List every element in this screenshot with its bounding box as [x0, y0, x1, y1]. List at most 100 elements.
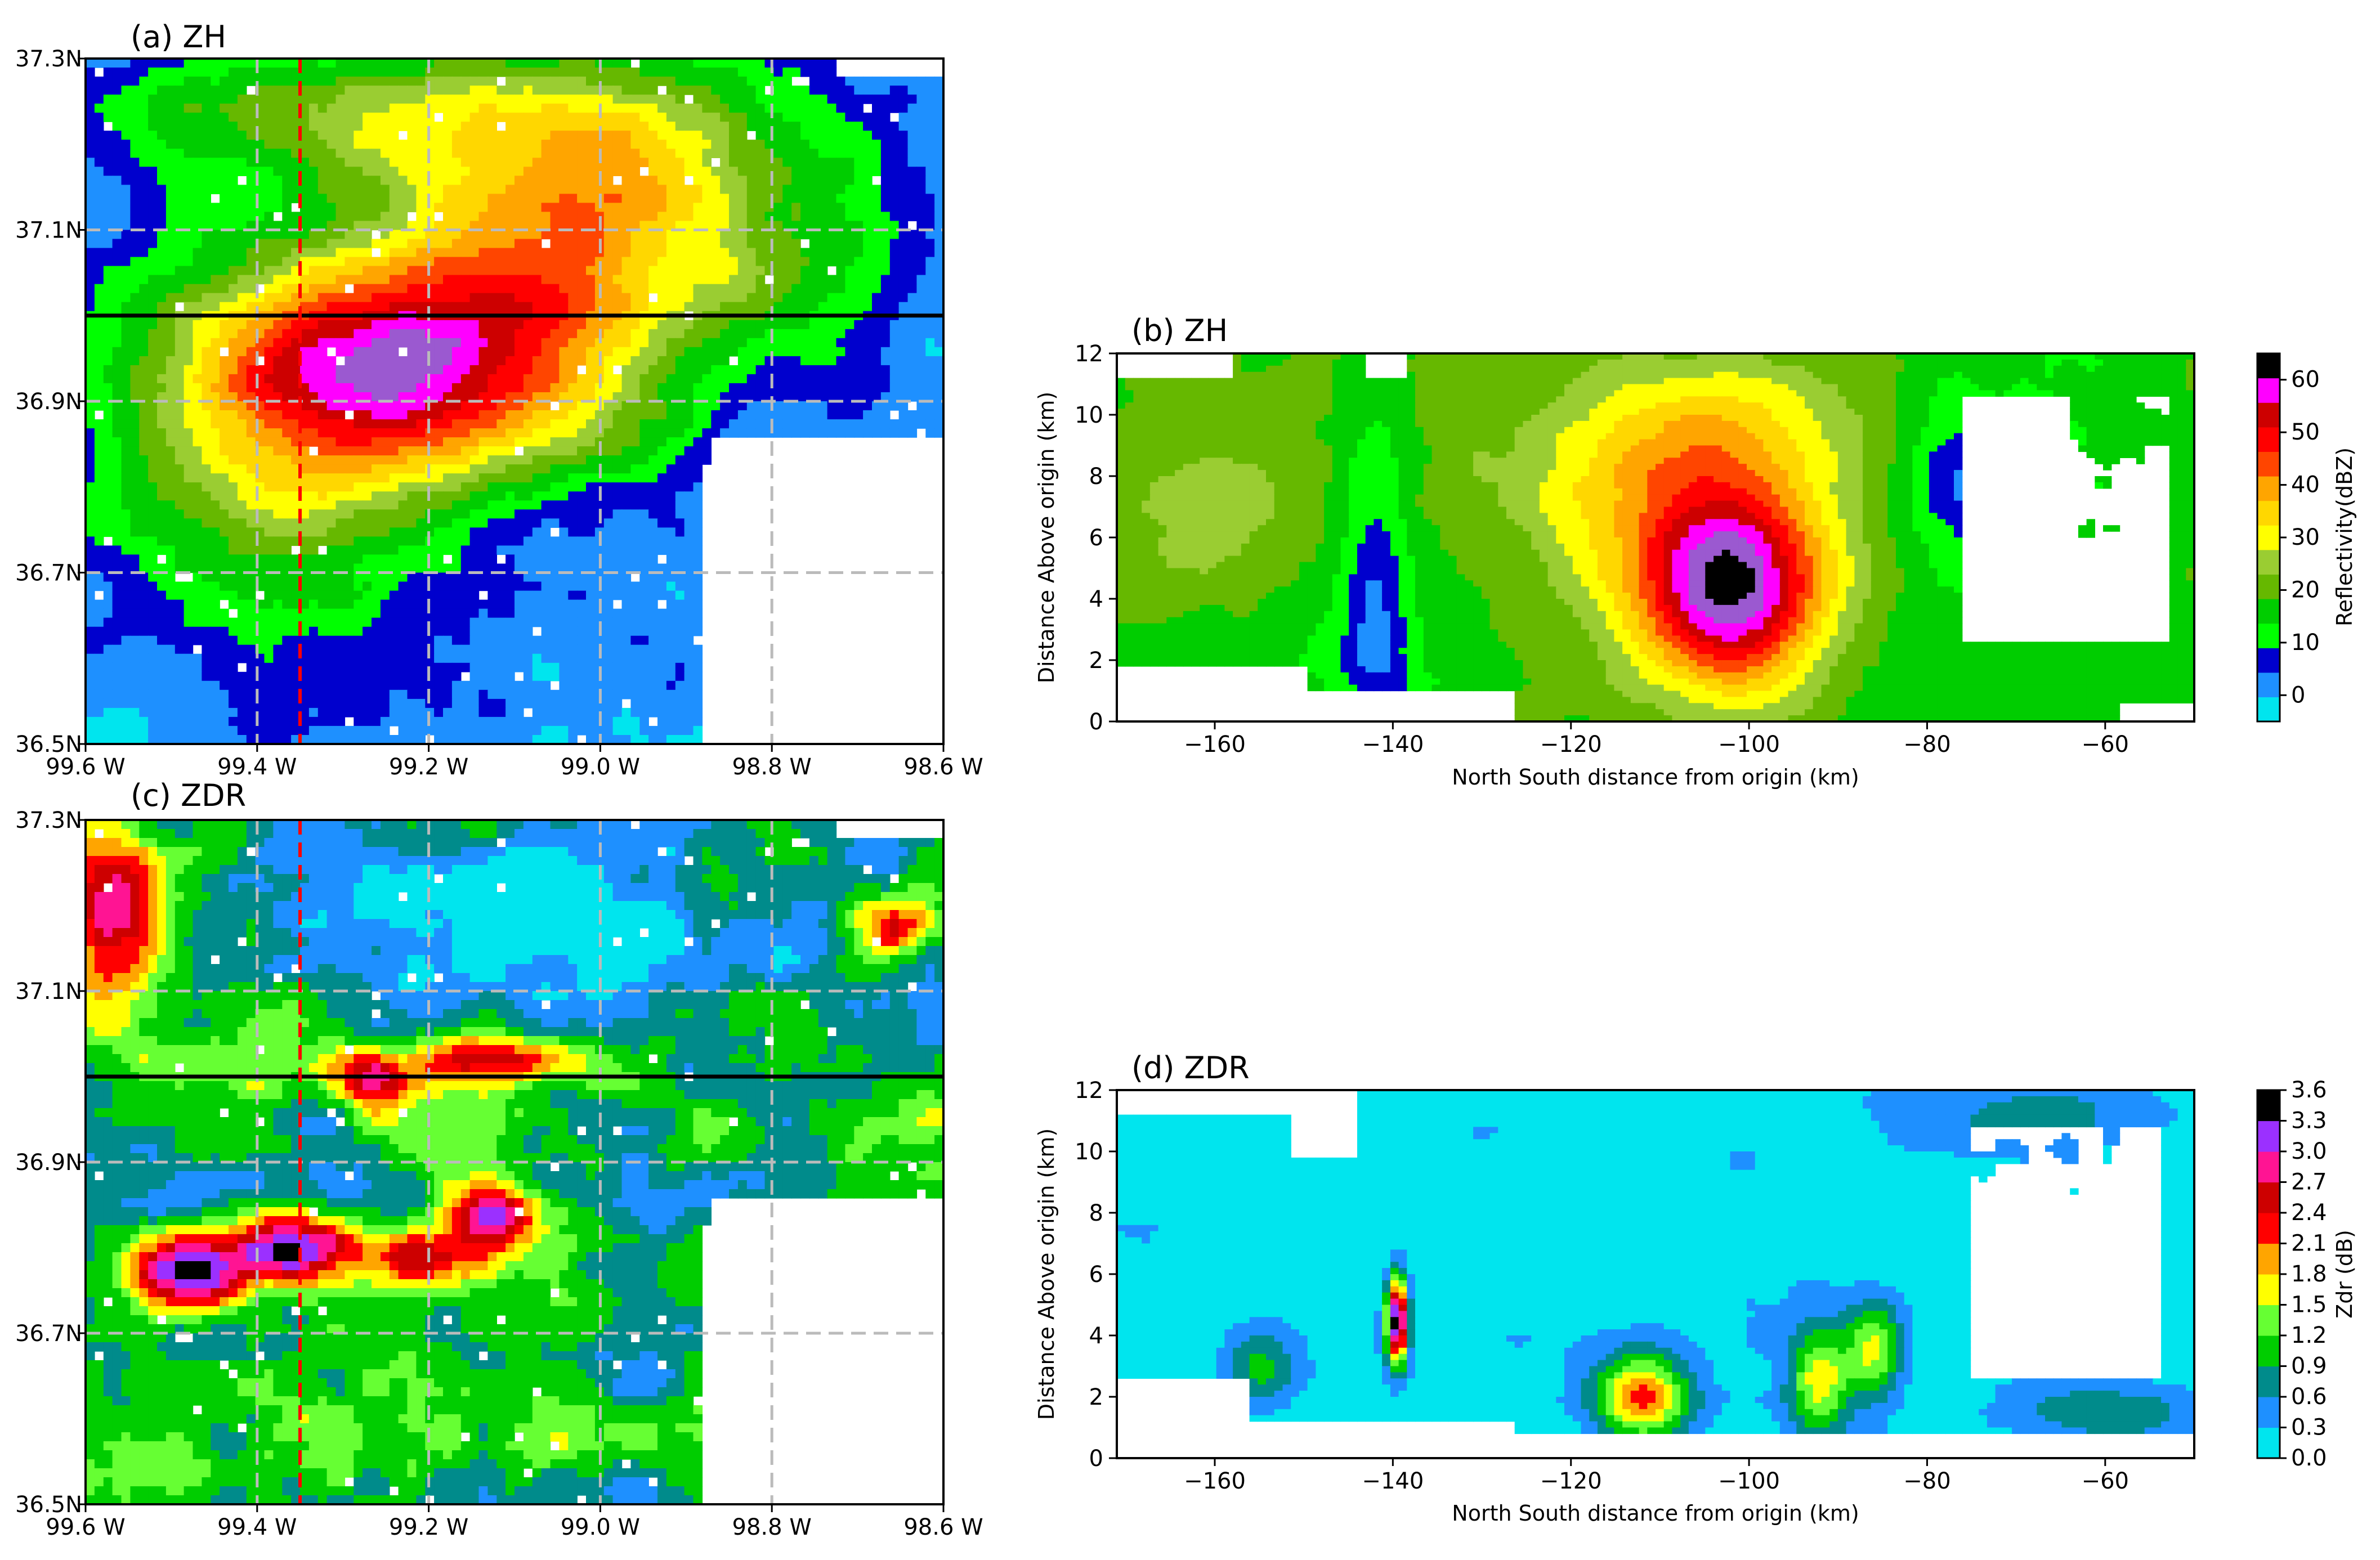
field-cell — [515, 230, 524, 240]
field-cell — [505, 59, 515, 68]
field-cell — [541, 383, 551, 393]
field-cell — [165, 500, 176, 510]
field-cell — [175, 401, 185, 411]
field-cell — [916, 383, 926, 393]
field-cell — [300, 464, 310, 474]
field-cell — [603, 185, 614, 195]
field-cell — [907, 185, 918, 195]
field-cell — [255, 230, 265, 240]
field-cell — [702, 374, 712, 384]
field-cell — [702, 302, 712, 312]
field-cell — [916, 284, 926, 294]
field-cell — [505, 230, 515, 240]
field-cell — [291, 536, 301, 546]
field-cell — [478, 266, 489, 276]
field-cell — [202, 203, 211, 213]
field-cell — [568, 383, 578, 393]
field-cell — [175, 563, 185, 573]
field-cell — [559, 428, 569, 438]
field-cell — [532, 500, 542, 510]
field-cell — [487, 446, 497, 456]
field-cell — [515, 437, 524, 447]
field-cell — [398, 149, 408, 158]
field-cell — [478, 419, 489, 429]
field-cell — [693, 383, 703, 393]
field-cell — [202, 392, 211, 402]
field-cell — [532, 410, 542, 420]
field-cell — [711, 302, 721, 312]
field-cell — [193, 194, 203, 204]
field-cell — [818, 257, 828, 267]
field-cell — [621, 194, 632, 204]
field-cell — [880, 284, 891, 294]
field-cell — [389, 563, 399, 573]
field-cell — [872, 374, 882, 384]
field-cell — [469, 95, 480, 104]
field-cell — [693, 545, 703, 555]
field-cell — [541, 68, 551, 77]
field-cell — [300, 383, 310, 393]
field-cell — [603, 428, 614, 438]
field-cell — [345, 428, 354, 438]
field-cell — [702, 446, 712, 456]
field-cell — [487, 302, 497, 312]
field-cell — [86, 554, 95, 564]
field-cell — [363, 167, 372, 176]
field-cell — [612, 95, 623, 104]
field-cell — [934, 266, 944, 276]
field-cell — [354, 230, 363, 240]
field-cell — [443, 203, 453, 213]
field-cell — [273, 437, 283, 447]
field-cell — [229, 293, 238, 303]
field-cell — [836, 185, 846, 195]
field-cell — [720, 203, 730, 213]
field-cell — [586, 482, 596, 492]
field-cell — [300, 86, 310, 95]
field-cell — [434, 482, 444, 492]
field-cell — [541, 131, 551, 140]
field-cell — [684, 563, 694, 573]
field-cell — [907, 302, 918, 312]
field-cell — [675, 446, 685, 456]
field-cell — [907, 275, 918, 285]
field-cell — [630, 176, 640, 185]
field-cell — [157, 419, 167, 429]
field-cell — [568, 140, 578, 149]
field-cell — [478, 302, 489, 312]
field-cell — [317, 482, 328, 492]
field-cell — [291, 95, 301, 104]
field-cell — [103, 473, 113, 483]
field-cell — [335, 464, 346, 474]
field-cell — [407, 113, 417, 122]
field-cell — [193, 68, 203, 77]
field-cell — [308, 347, 319, 357]
field-cell — [416, 140, 426, 149]
field-cell — [398, 176, 408, 185]
field-cell — [907, 383, 918, 393]
field-cell — [934, 383, 944, 393]
field-cell — [237, 149, 247, 158]
field-cell — [139, 122, 149, 131]
field-cell — [175, 428, 185, 438]
field-cell — [94, 500, 104, 510]
field-cell — [648, 356, 658, 366]
field-cell — [612, 248, 623, 258]
field-cell — [630, 392, 640, 402]
field-cell — [702, 131, 712, 140]
field-cell — [657, 131, 667, 140]
field-cell — [612, 500, 623, 510]
field-cell — [308, 356, 319, 366]
field-cell — [175, 437, 185, 447]
field-cell — [175, 455, 185, 465]
field-cell — [702, 149, 712, 158]
field-cell — [121, 338, 131, 348]
field-cell — [460, 437, 471, 447]
field-cell — [550, 176, 560, 185]
field-cell — [345, 158, 354, 167]
field-cell — [237, 338, 247, 348]
field-cell — [416, 293, 426, 303]
field-cell — [639, 320, 649, 330]
field-cell — [380, 437, 390, 447]
field-cell — [639, 203, 649, 213]
field-cell — [139, 59, 149, 68]
